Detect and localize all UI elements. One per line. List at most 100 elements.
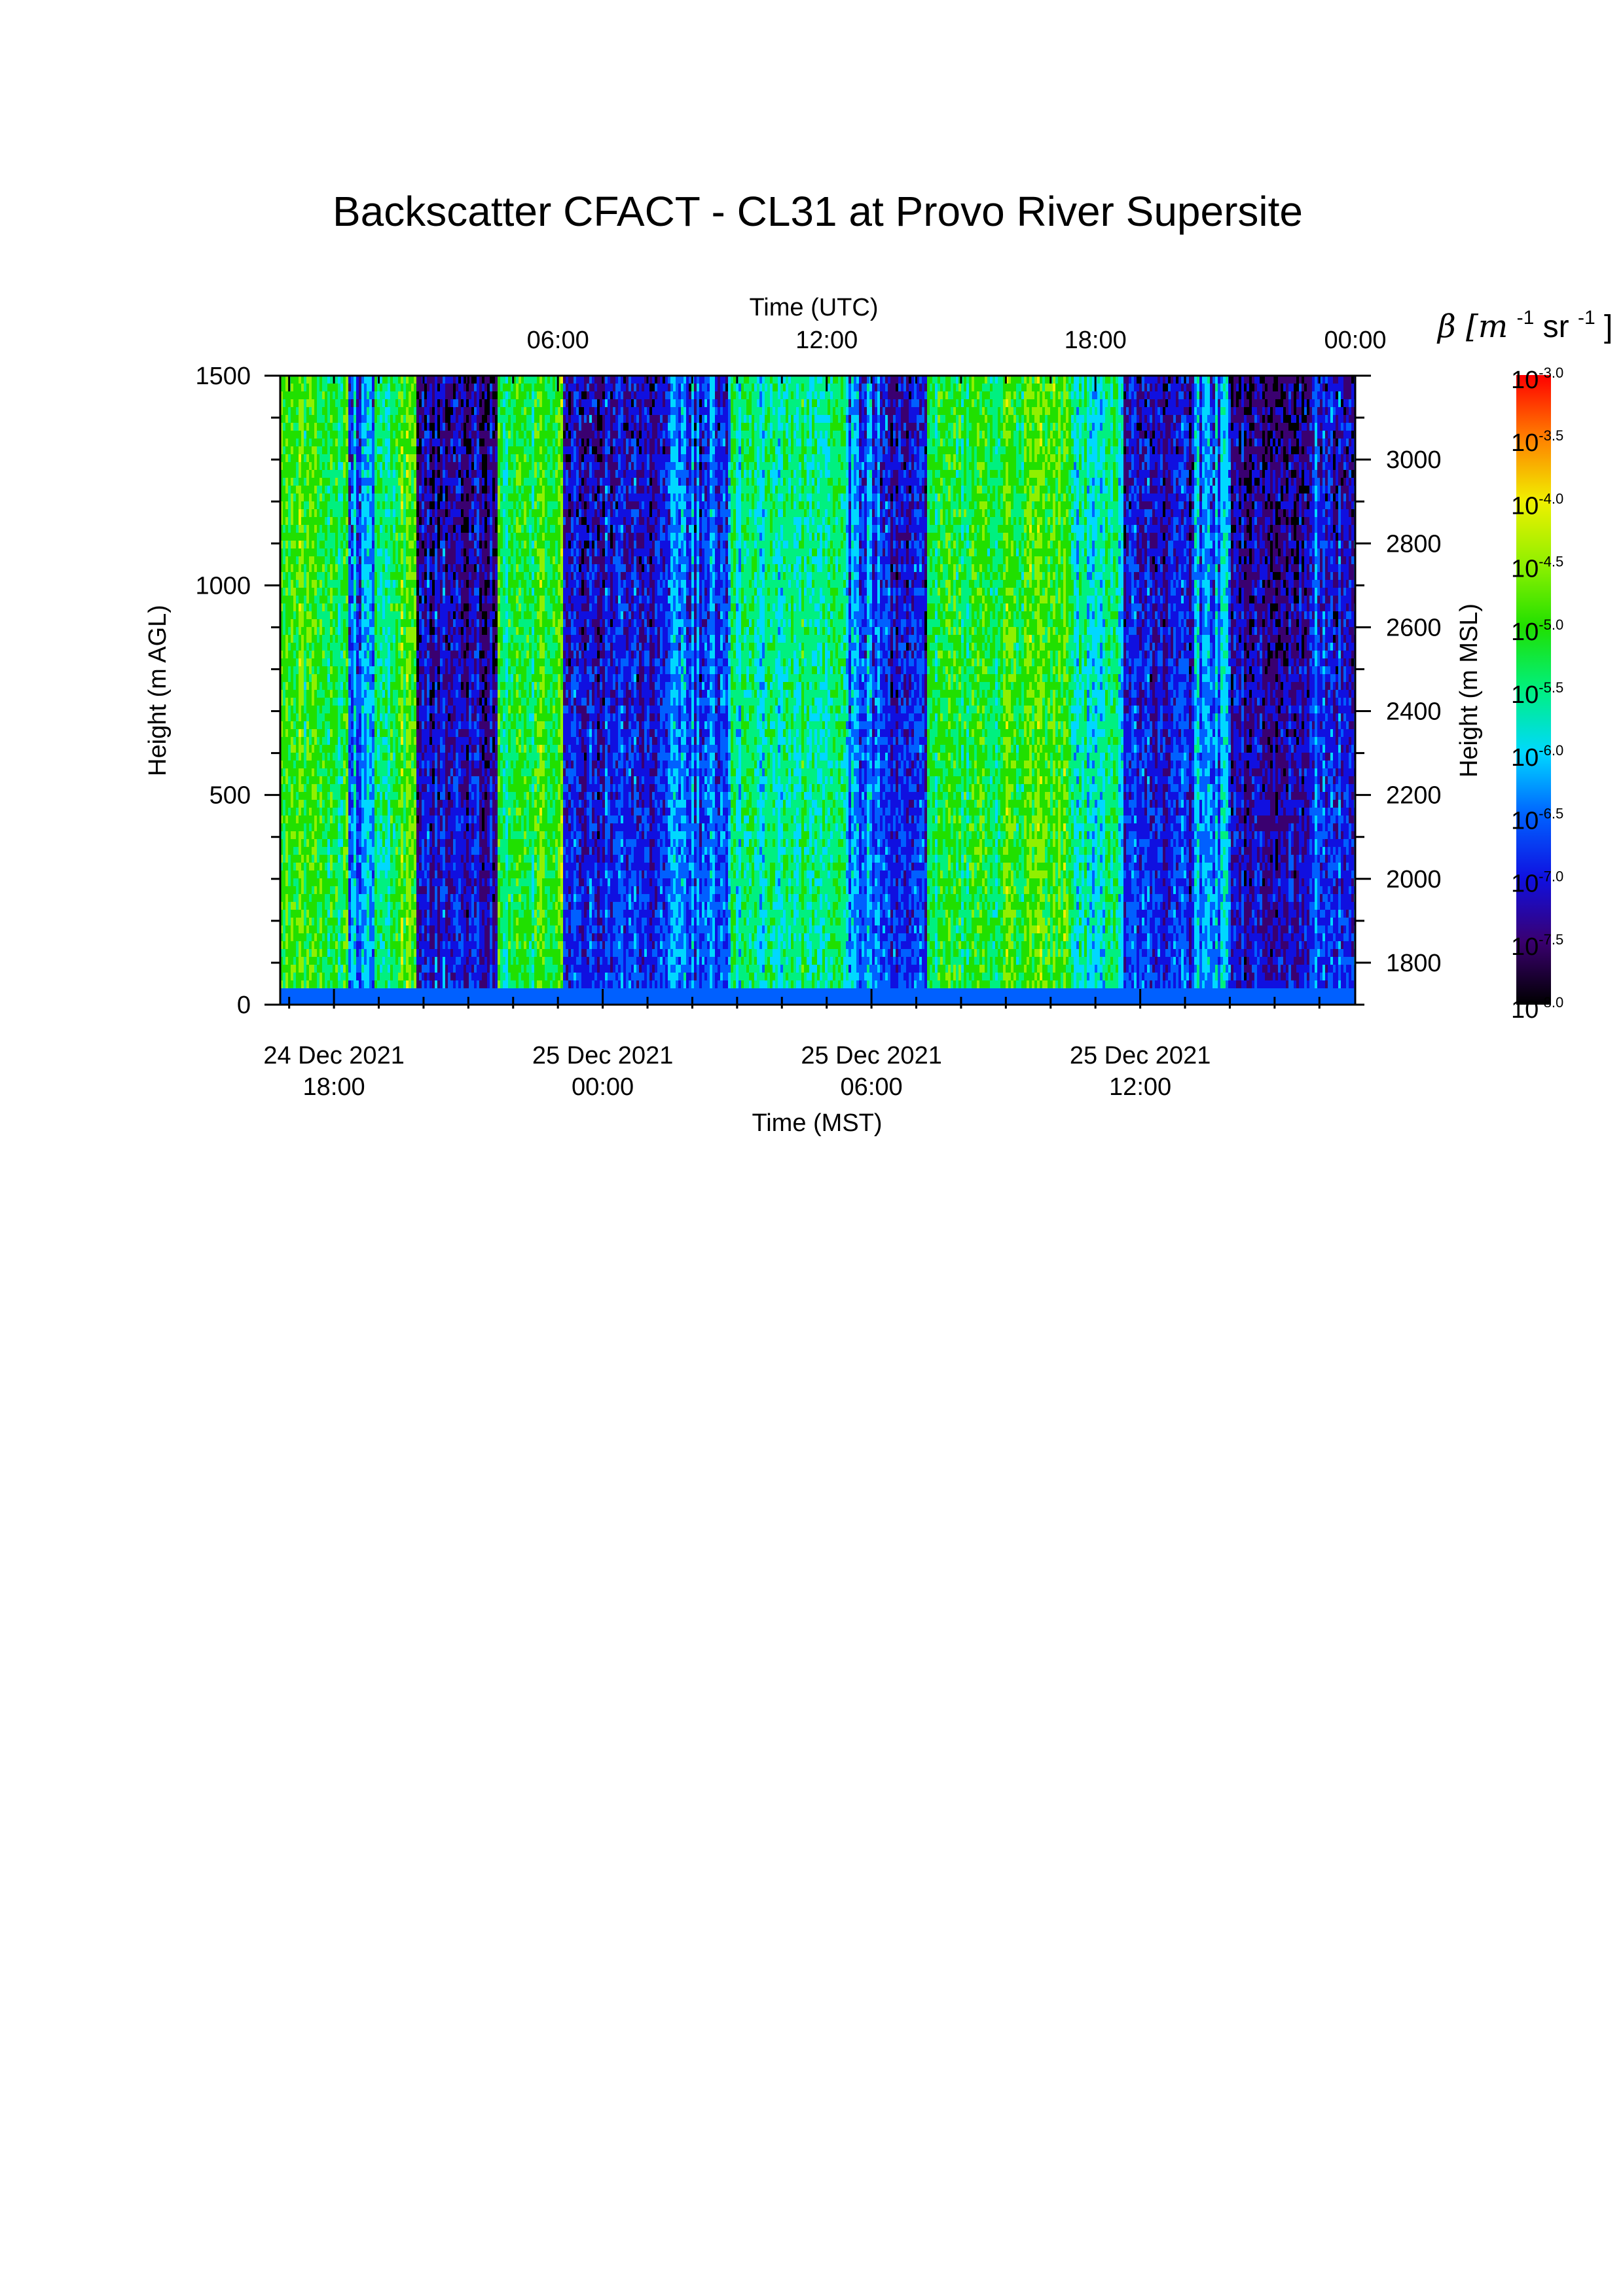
heatmap-cell [367,376,370,384]
heatmap-cell [317,470,320,478]
heatmap-cell [312,768,315,777]
heatmap-cell [351,980,354,989]
heatmap-cell [309,493,312,502]
heatmap-cell [395,902,399,910]
heatmap-cell [306,431,310,439]
heatmap-cell [293,525,297,533]
heatmap-cell [422,509,425,518]
heatmap-cell [435,761,438,769]
heatmap-cell [409,941,412,950]
heatmap-cell [338,737,341,745]
heatmap-cell [385,973,388,981]
heatmap-cell [393,384,396,392]
heatmap-cell [369,470,373,478]
heatmap-cell [301,658,304,667]
heatmap-cell [288,486,291,494]
heatmap-cell [325,902,328,910]
heatmap-cell [309,800,312,808]
heatmap-cell [314,957,318,965]
heatmap-cell [390,658,393,667]
heatmap-cell [374,407,378,416]
heatmap-cell [406,988,409,997]
heatmap-cell [403,745,407,753]
heatmap-cell [306,509,310,518]
heatmap-cell [348,816,352,824]
heatmap-cell [327,572,331,581]
heatmap-cell [440,768,443,777]
heatmap-cell [306,847,310,855]
heatmap-cell [406,643,409,651]
heatmap-cell [291,407,294,416]
heatmap-cell [361,721,365,730]
heatmap-cell [327,957,331,965]
heatmap-cell [424,847,428,855]
heatmap-cell [319,486,323,494]
heatmap-cell [288,415,291,423]
heatmap-cell [285,501,289,510]
heatmap-cell [359,996,362,1005]
heatmap-cell [361,486,365,494]
heatmap-cell [427,415,430,423]
heatmap-cell [285,957,289,965]
heatmap-cell [364,847,367,855]
heatmap-cell [333,501,336,510]
heatmap-cell [314,525,318,533]
heatmap-cell [422,415,425,423]
heatmap-cell [317,996,320,1005]
heatmap-cell [440,611,443,620]
heatmap-cell [382,713,386,722]
heatmap-cell [388,902,391,910]
heatmap-cell [427,376,430,384]
heatmap-cell [319,423,323,431]
heatmap-cell [309,666,312,675]
heatmap-cell [390,462,393,471]
heatmap-cell [424,713,428,722]
heatmap-cell [388,745,391,753]
heatmap-cell [419,658,422,667]
heatmap-cell [335,957,338,965]
heatmap-cell [398,564,401,573]
heatmap-cell [293,894,297,903]
heatmap-cell [427,391,430,400]
heatmap-cell [411,501,414,510]
heatmap-cell [398,910,401,918]
heatmap-cell [440,753,443,761]
heatmap-cell [335,493,338,502]
heatmap-cell [306,996,310,1005]
heatmap-cell [346,627,349,636]
heatmap-cell [348,808,352,816]
heatmap-cell [359,973,362,981]
heatmap-cell [291,839,294,848]
heatmap-cell [317,509,320,518]
heatmap-cell [288,682,291,691]
heatmap-cell [348,572,352,581]
heatmap-cell [343,666,346,675]
heatmap-cell [338,839,341,848]
heatmap-cell [374,816,378,824]
heatmap-cell [374,737,378,745]
heatmap-cell [440,596,443,604]
heatmap-cell [427,816,430,824]
heatmap-cell [283,925,286,934]
heatmap-cell [291,603,294,612]
heatmap-cell [382,721,386,730]
heatmap-cell [322,462,325,471]
heatmap-cell [416,973,420,981]
heatmap-cell [414,415,417,423]
heatmap-cell [435,706,438,714]
heatmap-cell [322,776,325,785]
heatmap-cell [393,855,396,863]
heatmap-cell [333,878,336,887]
heatmap-cell [388,925,391,934]
heatmap-cell [348,462,352,471]
heatmap-cell [338,761,341,769]
heatmap-cell [335,894,338,903]
heatmap-cell [393,949,396,958]
heatmap-cell [283,439,286,447]
heatmap-cell [340,556,344,565]
heatmap-cell [409,643,412,651]
heatmap-cell [419,816,422,824]
heatmap-cell [390,792,393,800]
heatmap-cell [432,470,435,478]
heatmap-cell [401,541,404,549]
